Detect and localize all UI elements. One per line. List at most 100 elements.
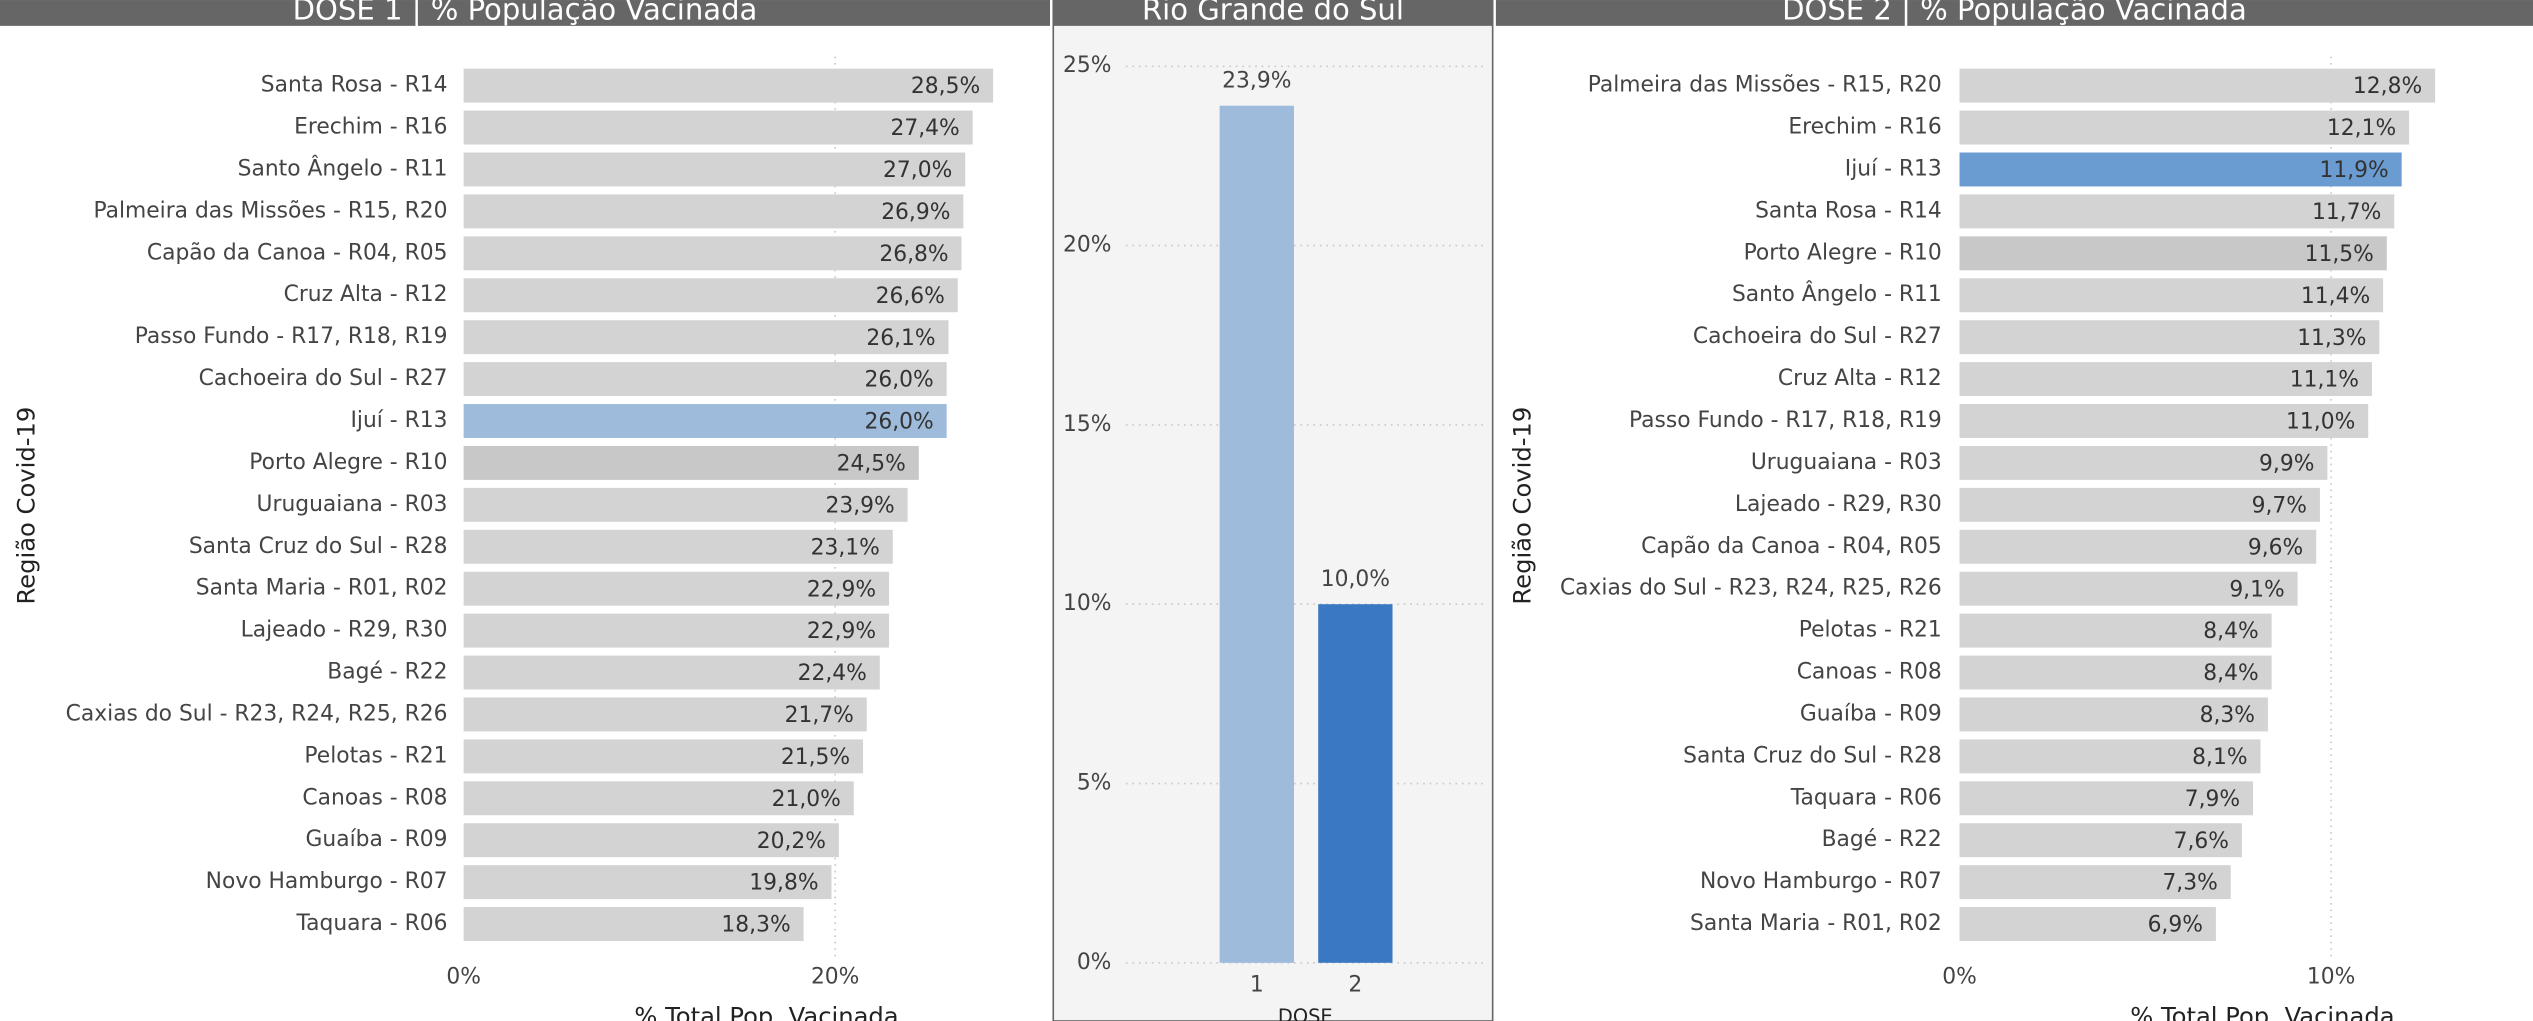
title-bar xyxy=(1495,0,2533,26)
bar xyxy=(1318,604,1393,963)
value-label: 10,0% xyxy=(1321,567,1390,592)
y-tick-label: Bagé - R22 xyxy=(327,660,447,685)
y-tick-label: Pelotas - R21 xyxy=(304,743,447,768)
y-tick-label: Cruz Alta - R12 xyxy=(1778,366,1942,391)
bar xyxy=(463,194,964,229)
value-label: 23,9% xyxy=(1222,68,1291,93)
bar xyxy=(1959,865,2231,900)
bar xyxy=(463,529,893,564)
value-label: 11,0% xyxy=(2286,410,2355,435)
bar xyxy=(463,152,966,187)
bar xyxy=(1959,278,2384,313)
chart-title: DOSE 1 | % População Vacinada xyxy=(293,0,758,26)
bar xyxy=(1959,739,2261,774)
bar xyxy=(463,404,947,438)
bar xyxy=(1959,362,2372,397)
y-tick-label: Palmeira das Missões - R15, R20 xyxy=(93,198,447,223)
value-label: 22,9% xyxy=(807,577,876,602)
bar xyxy=(1219,105,1294,963)
value-label: 19,8% xyxy=(749,871,818,896)
value-label: 21,7% xyxy=(785,703,854,728)
value-label: 12,1% xyxy=(2327,116,2396,141)
value-label: 26,1% xyxy=(866,326,935,351)
chart-title: DOSE 2 | % População Vacinada xyxy=(1782,0,2247,26)
bar xyxy=(1959,320,2380,355)
y-tick-label: Santo Ângelo - R11 xyxy=(1732,281,1942,307)
value-label: 11,7% xyxy=(2312,200,2381,225)
bar xyxy=(463,68,994,103)
value-label: 8,1% xyxy=(2192,745,2247,770)
x-tick-label: 1 xyxy=(1250,972,1264,997)
y-tick-label: 25% xyxy=(1063,53,1111,78)
y-tick-label: Santa Cruz do Sul - R28 xyxy=(189,534,448,559)
y-tick-label: Santa Maria - R01, R02 xyxy=(1690,911,1942,936)
y-tick-label: 15% xyxy=(1063,412,1111,437)
bar xyxy=(463,613,890,648)
x-tick-label: 2 xyxy=(1348,972,1362,997)
bar xyxy=(1959,823,2242,858)
y-tick-label: 20% xyxy=(1063,233,1111,258)
y-tick-label: Passo Fundo - R17, R18, R19 xyxy=(135,324,448,349)
y-tick-label: Santa Maria - R01, R02 xyxy=(196,576,448,601)
value-label: 8,3% xyxy=(2200,703,2255,728)
value-label: 6,9% xyxy=(2148,913,2203,938)
y-tick-label: Bagé - R22 xyxy=(1822,827,1942,852)
bar xyxy=(463,907,804,942)
bar xyxy=(1959,194,2395,229)
y-axis-label: Região Covid-19 xyxy=(1508,407,1536,605)
bar xyxy=(1959,613,2272,648)
bar xyxy=(1959,236,2387,271)
bar xyxy=(1959,487,2320,522)
y-tick-label: Lajeado - R29, R30 xyxy=(1735,492,1942,517)
y-tick-label: Lajeado - R29, R30 xyxy=(241,618,448,643)
bar xyxy=(1959,571,2298,606)
value-label: 26,0% xyxy=(864,410,933,435)
bar xyxy=(1959,68,2436,103)
y-tick-label: Novo Hamburgo - R07 xyxy=(1700,869,1942,894)
value-label: 21,0% xyxy=(772,787,841,812)
bar xyxy=(463,362,947,397)
bar xyxy=(463,487,908,522)
value-label: 7,3% xyxy=(2162,871,2217,896)
y-axis-label: Região Covid-19 xyxy=(12,407,40,605)
y-tick-label: Taquara - R06 xyxy=(295,911,447,936)
y-tick-label: Capão da Canoa - R04, R05 xyxy=(1641,534,1942,559)
value-label: 11,9% xyxy=(2319,158,2388,183)
value-label: 22,4% xyxy=(798,661,867,686)
bar xyxy=(463,236,962,271)
y-tick-label: Cachoeira do Sul - R27 xyxy=(1693,324,1942,349)
value-label: 7,6% xyxy=(2174,829,2229,854)
value-label: 18,3% xyxy=(721,913,790,938)
bar xyxy=(1959,152,2402,187)
y-tick-label: Santa Rosa - R14 xyxy=(261,73,448,98)
value-label: 20,2% xyxy=(757,829,826,854)
value-label: 9,9% xyxy=(2259,452,2314,477)
value-label: 24,5% xyxy=(837,452,906,477)
value-label: 21,5% xyxy=(781,745,850,770)
value-label: 23,1% xyxy=(811,535,880,560)
x-axis-label: DOSE xyxy=(1278,1005,1333,1021)
y-tick-label: Passo Fundo - R17, R18, R19 xyxy=(1629,408,1942,433)
value-label: 11,4% xyxy=(2301,284,2370,309)
x-tick-label: 0% xyxy=(446,964,481,989)
value-label: 8,4% xyxy=(2203,619,2258,644)
y-tick-label: Cruz Alta - R12 xyxy=(284,282,448,307)
value-label: 26,9% xyxy=(881,200,950,225)
y-tick-label: 0% xyxy=(1077,950,1112,975)
y-tick-label: Caxias do Sul - R23, R24, R25, R26 xyxy=(66,701,448,726)
y-tick-label: Caxias do Sul - R23, R24, R25, R26 xyxy=(1560,576,1942,601)
value-label: 9,1% xyxy=(2229,577,2284,602)
y-tick-label: Erechim - R16 xyxy=(294,115,447,140)
bar xyxy=(463,571,890,606)
value-label: 8,4% xyxy=(2203,661,2258,686)
bar xyxy=(1959,529,2317,564)
bar xyxy=(463,697,867,732)
value-label: 9,7% xyxy=(2252,493,2307,518)
chart-title: Rio Grande do Sul xyxy=(1142,0,1404,26)
y-tick-label: Uruguaiana - R03 xyxy=(257,492,448,517)
bar xyxy=(1959,781,2254,816)
y-tick-label: Uruguaiana - R03 xyxy=(1751,450,1942,475)
bar xyxy=(1959,907,2216,942)
y-tick-label: Guaíba - R09 xyxy=(1800,701,1942,726)
